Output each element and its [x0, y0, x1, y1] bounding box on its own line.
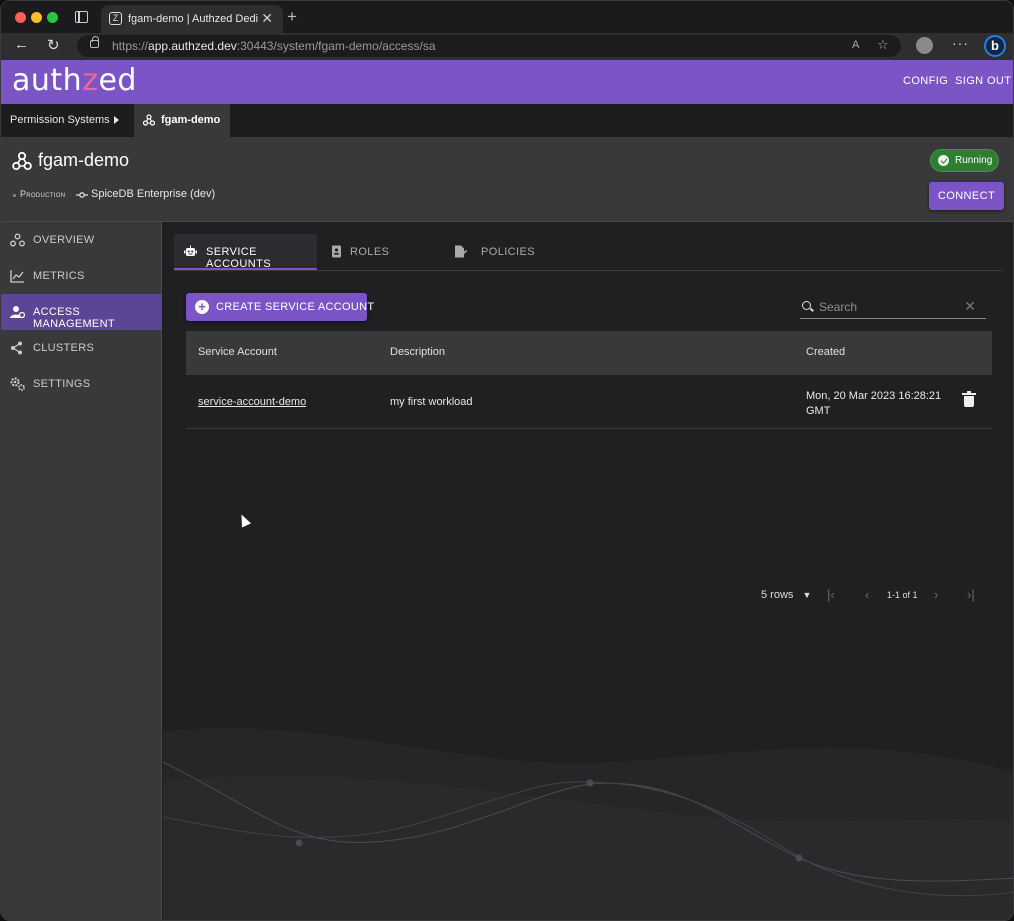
- search-icon: [802, 301, 811, 310]
- tab-bar: SERVICE ACCOUNTS ROLES POLICIES: [174, 234, 1003, 271]
- page-title: fgam-demo: [38, 150, 130, 170]
- robot-icon: [184, 245, 197, 256]
- copilot-icon[interactable]: b: [984, 35, 1006, 57]
- sidebar-item-metrics[interactable]: METRICS: [1, 258, 162, 294]
- service-account-created: Mon, 20 Mar 2023 16:28:21 GMT: [806, 389, 941, 419]
- column-header-created[interactable]: Created: [806, 346, 846, 358]
- browser-tab-title: fgam-demo | Authzed Dedicated: [128, 13, 258, 25]
- rows-per-page-value: 5 rows: [761, 589, 794, 601]
- tab-label: SERVICE ACCOUNTS: [206, 246, 271, 270]
- system-header: fgam-demo Production SpiceDB Enterprise …: [1, 137, 1013, 222]
- browser-tab[interactable]: Z fgam-demo | Authzed Dedicated ✕: [101, 5, 283, 33]
- table-header: Service Account Description Created: [186, 331, 992, 374]
- sidebar-item-label: CLUSTERS: [33, 342, 95, 354]
- service-account-link[interactable]: service-account-demo: [198, 396, 307, 408]
- main-content: SERVICE ACCOUNTS ROLES POLICIES + C: [163, 222, 1013, 920]
- sidebar-item-label: ACCESS MANAGEMENT: [33, 306, 115, 330]
- sidebar-item-label: SETTINGS: [33, 378, 91, 390]
- sidebar-item-overview[interactable]: OVERVIEW: [1, 222, 162, 258]
- config-link[interactable]: CONFIG: [903, 75, 949, 87]
- dropdown-caret-icon: ▼: [802, 590, 812, 600]
- plus-circle-icon: +: [195, 300, 209, 314]
- created-timezone-line: GMT: [806, 405, 831, 417]
- tab-policies[interactable]: POLICIES: [444, 234, 560, 270]
- share-nodes-icon: [11, 341, 22, 355]
- environment-label: Production: [20, 189, 66, 199]
- file-signature-icon: [455, 245, 467, 258]
- user-gear-icon: [10, 306, 25, 319]
- commit-icon: [76, 192, 88, 198]
- favorites-star-icon[interactable]: ☆: [877, 37, 889, 52]
- authzed-favicon-icon: Z: [109, 12, 122, 25]
- sidebar-item-label: OVERVIEW: [33, 234, 95, 246]
- chart-line-icon: [10, 270, 24, 283]
- system-network-icon: [143, 114, 155, 126]
- sign-out-link[interactable]: SIGN OUT: [955, 75, 1012, 87]
- created-date-line: Mon, 20 Mar 2023 16:28:21: [806, 390, 942, 402]
- next-page-button[interactable]: ›: [934, 587, 939, 602]
- prev-page-button[interactable]: ‹: [865, 587, 870, 602]
- refresh-icon[interactable]: ↻: [47, 37, 60, 54]
- service-accounts-table: Service Account Description Created serv…: [186, 331, 992, 429]
- read-aloud-icon[interactable]: A: [852, 39, 860, 51]
- background-waves-decoration: [163, 727, 1013, 920]
- system-network-icon: [12, 151, 32, 171]
- delete-trash-icon[interactable]: [962, 391, 976, 407]
- url-text: https://app.authzed.dev:30443/system/fga…: [112, 39, 436, 53]
- breadcrumb-current-label: fgam-demo: [161, 114, 221, 126]
- search-field[interactable]: ✕: [800, 296, 986, 319]
- browser-titlebar: Z fgam-demo | Authzed Dedicated ✕ +: [1, 1, 1013, 33]
- close-tab-icon[interactable]: ✕: [261, 10, 273, 26]
- breadcrumb-current-system[interactable]: fgam-demo: [134, 104, 230, 137]
- sidebar-item-clusters[interactable]: CLUSTERS: [1, 330, 162, 366]
- sidebar-item-settings[interactable]: SETTINGS: [1, 366, 162, 402]
- tab-label: POLICIES: [481, 246, 535, 258]
- edition-label: SpiceDB Enterprise (dev): [91, 188, 216, 200]
- status-badge: Running: [930, 149, 999, 172]
- id-badge-icon: [332, 245, 341, 258]
- column-header-service-account[interactable]: Service Account: [198, 346, 277, 358]
- tab-actions-icon[interactable]: [75, 11, 88, 23]
- breadcrumb-permission-systems[interactable]: Permission Systems: [10, 114, 110, 126]
- minimize-window-button[interactable]: [31, 12, 42, 23]
- connect-button[interactable]: CONNECT: [929, 182, 1004, 210]
- sidebar-item-access-management[interactable]: ACCESS MANAGEMENT: [1, 294, 162, 330]
- close-window-button[interactable]: [15, 12, 26, 23]
- maximize-window-button[interactable]: [47, 12, 58, 23]
- new-tab-button[interactable]: +: [287, 7, 297, 26]
- sidebar-item-label: METRICS: [33, 270, 85, 282]
- rows-per-page-select[interactable]: 5 rows ▼: [761, 589, 811, 601]
- first-page-button[interactable]: |‹: [827, 587, 835, 602]
- status-badge-label: Running: [955, 155, 993, 166]
- address-bar[interactable]: https://app.authzed.dev:30443/system/fga…: [77, 35, 901, 57]
- profile-avatar[interactable]: [916, 37, 933, 54]
- create-service-account-label: CREATE SERVICE ACCOUNT: [216, 301, 375, 313]
- clear-search-icon[interactable]: ✕: [964, 298, 976, 314]
- tab-label: ROLES: [350, 246, 390, 258]
- service-account-description: my first workload: [390, 396, 473, 408]
- create-service-account-button[interactable]: + CREATE SERVICE ACCOUNT: [186, 293, 374, 321]
- sidebar: OVERVIEW METRICS ACCESS MANAGEMENT: [1, 222, 162, 920]
- breadcrumb-arrow-icon: [114, 116, 119, 124]
- back-arrow-icon[interactable]: ←: [14, 36, 29, 53]
- authzed-logo[interactable]: authzed: [12, 63, 137, 98]
- breadcrumb: Permission Systems fgam-demo: [1, 104, 1013, 137]
- table-row: service-account-demo my first workload M…: [186, 374, 992, 429]
- network-icon: [10, 233, 25, 247]
- browser-toolbar: ← ↻ https://app.authzed.dev:30443/system…: [1, 33, 1013, 60]
- last-page-button[interactable]: ›|: [967, 587, 975, 602]
- app-header: authzed CONFIG SIGN OUT: [1, 60, 1013, 104]
- gears-icon: [10, 377, 25, 391]
- column-header-description[interactable]: Description: [390, 346, 446, 358]
- check-circle-icon: [938, 155, 949, 166]
- lock-icon: [90, 36, 99, 48]
- search-input[interactable]: [819, 299, 959, 315]
- tab-roles[interactable]: ROLES: [320, 234, 436, 270]
- tab-service-accounts[interactable]: SERVICE ACCOUNTS: [174, 234, 317, 270]
- environment-status-dot: [13, 194, 16, 197]
- more-options-icon[interactable]: ···: [952, 35, 969, 51]
- pagination-range: 1-1 of 1: [887, 590, 918, 600]
